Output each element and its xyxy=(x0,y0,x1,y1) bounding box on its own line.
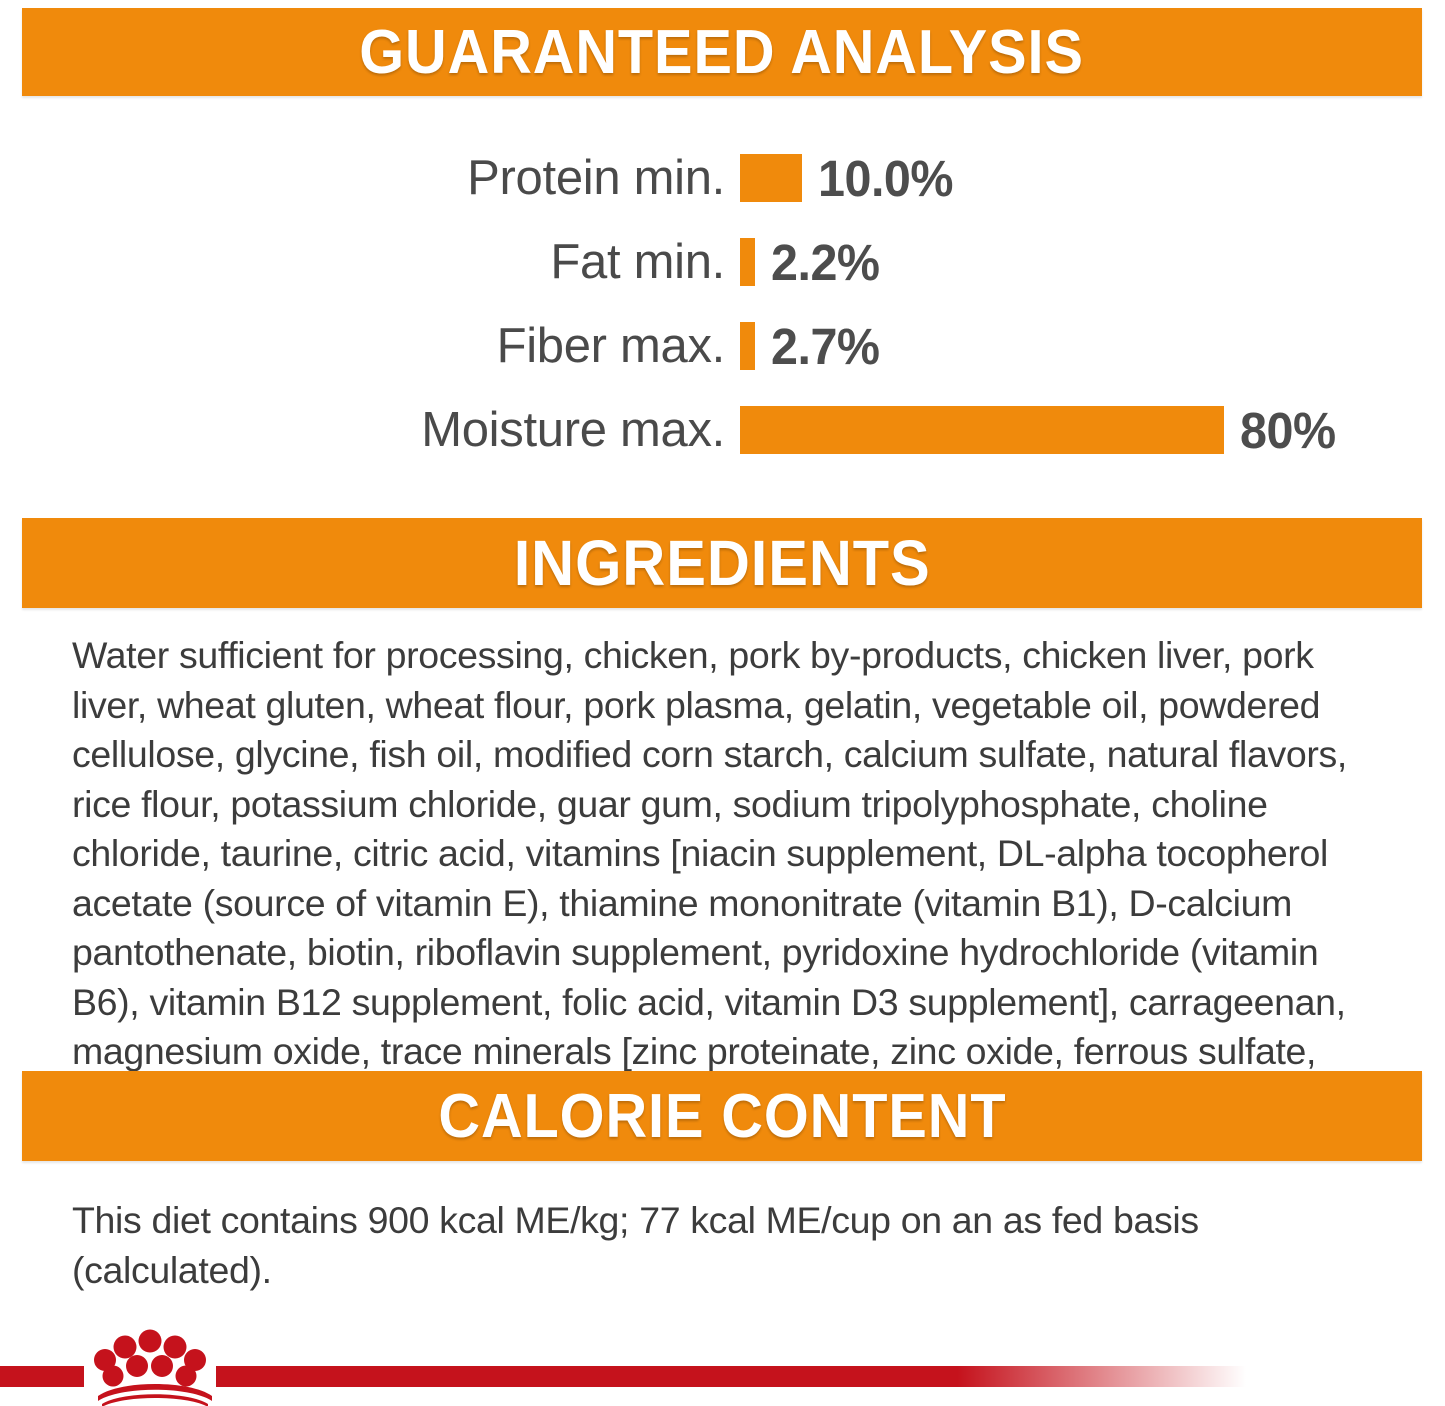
analysis-bar-wrap-moisture: 80% xyxy=(740,401,1341,460)
brand-rule-left xyxy=(0,1366,84,1387)
analysis-row-moisture: Moisture max. 80% xyxy=(0,396,1445,464)
analysis-bar-fiber xyxy=(740,322,755,370)
analysis-bar-wrap-protein: 10.0% xyxy=(740,149,960,208)
analysis-bar-wrap-fiber: 2.7% xyxy=(740,317,885,376)
analysis-row-fiber: Fiber max. 2.7% xyxy=(0,312,1445,380)
footer-brand-strip xyxy=(0,1329,1445,1406)
analysis-bar-fat xyxy=(740,238,755,286)
section-header-guaranteed-analysis: GUARANTEED ANALYSIS xyxy=(22,8,1422,96)
analysis-value-fat: 2.2% xyxy=(771,233,880,291)
section-header-calorie-content: CALORIE CONTENT xyxy=(22,1071,1422,1161)
guaranteed-analysis-chart: Protein min. 10.0% Fat min. 2.2% Fiber m… xyxy=(0,126,1445,496)
section-header-ingredients-label: INGREDIENTS xyxy=(513,527,931,599)
analysis-row-protein: Protein min. 10.0% xyxy=(0,144,1445,212)
section-header-calorie-content-label: CALORIE CONTENT xyxy=(437,1081,1007,1151)
analysis-value-moisture: 80% xyxy=(1240,401,1336,459)
royal-canin-crown-icon xyxy=(94,1329,212,1406)
brand-rule-right xyxy=(216,1366,1246,1387)
section-header-guaranteed-analysis-label: GUARANTEED ANALYSIS xyxy=(359,17,1085,87)
analysis-bar-moisture xyxy=(740,406,1224,454)
section-header-ingredients: INGREDIENTS xyxy=(22,518,1422,608)
analysis-label-fiber: Fiber max. xyxy=(496,318,726,373)
analysis-label-protein: Protein min. xyxy=(467,150,725,205)
analysis-value-fiber: 2.7% xyxy=(771,317,880,375)
analysis-value-protein: 10.0% xyxy=(818,149,954,207)
analysis-label-moisture: Moisture max. xyxy=(421,402,725,457)
calorie-content-paragraph: This diet contains 900 kcal ME/kg; 77 kc… xyxy=(72,1199,1199,1291)
analysis-bar-protein xyxy=(740,154,802,202)
ingredients-paragraph: Water sufficient for processing, chicken… xyxy=(72,634,1347,1122)
analysis-row-fat: Fat min. 2.2% xyxy=(0,228,1445,296)
analysis-bar-wrap-fat: 2.2% xyxy=(740,233,885,292)
analysis-label-fat: Fat min. xyxy=(550,234,725,289)
